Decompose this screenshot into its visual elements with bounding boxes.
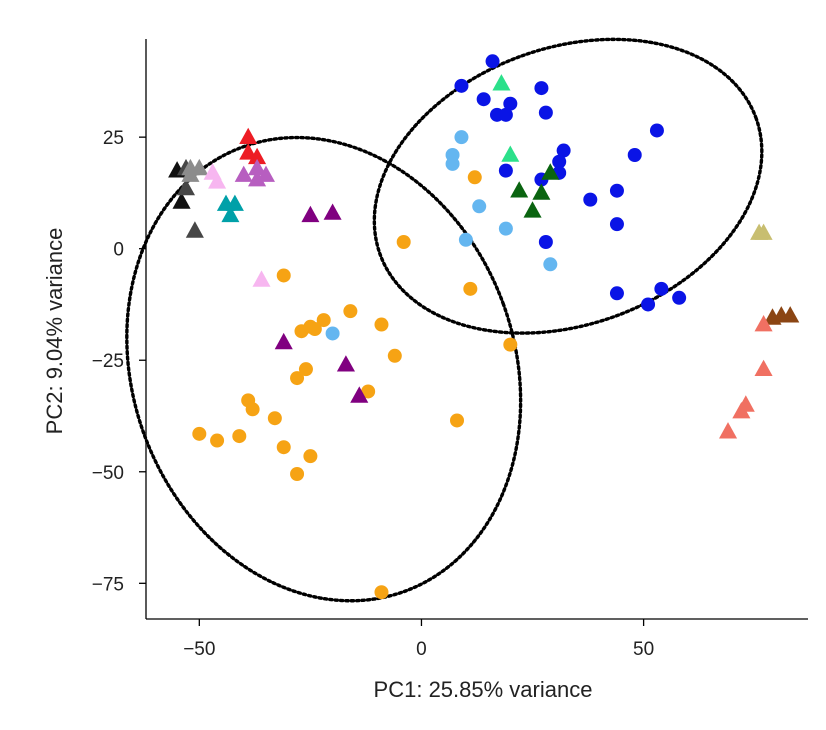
point-orange-circle-1 bbox=[467, 170, 482, 185]
point-green-triangle-1 bbox=[501, 145, 520, 162]
point-blue-circle-8 bbox=[556, 143, 571, 158]
point-blue-circle-1 bbox=[454, 78, 469, 93]
point-blue-circle-6 bbox=[534, 81, 549, 96]
point-orange-circle-18 bbox=[267, 411, 282, 426]
point-blue-circle-17 bbox=[609, 217, 624, 232]
point-orange-circle-22 bbox=[276, 440, 291, 455]
point-dark-gray-triangle-2 bbox=[185, 221, 204, 238]
axes bbox=[145, 39, 808, 620]
point-orange-circle-4 bbox=[450, 413, 465, 428]
point-gray-triangle-1 bbox=[190, 158, 209, 176]
point-khaki-triangle-1 bbox=[754, 223, 773, 240]
point-orange-circle-0 bbox=[396, 235, 411, 249]
point-orange-circle-10 bbox=[343, 304, 358, 319]
point-blue-circle-16 bbox=[609, 183, 624, 198]
point-blue-circle-12 bbox=[498, 163, 513, 178]
point-pink-triangle-2 bbox=[252, 270, 271, 287]
point-dark-green-triangle-1 bbox=[510, 181, 529, 198]
point-dark-green-triangle-0 bbox=[541, 163, 560, 180]
data-points bbox=[168, 54, 800, 600]
point-blue-circle-7 bbox=[538, 105, 553, 120]
point-blue-circle-21 bbox=[654, 281, 669, 296]
point-blue-circle-4 bbox=[498, 107, 513, 122]
point-blue-circle-11 bbox=[649, 123, 664, 138]
x-tick-label: 0 bbox=[416, 639, 427, 660]
point-light-blue-circle-7 bbox=[325, 326, 340, 341]
point-purple-triangle-2 bbox=[274, 332, 293, 350]
point-salmon-triangle-4 bbox=[719, 422, 738, 439]
y-tick-label: 25 bbox=[103, 128, 124, 149]
point-orange-circle-20 bbox=[210, 433, 225, 448]
point-blue-circle-0 bbox=[485, 54, 500, 69]
point-black-triangle-1 bbox=[172, 192, 191, 209]
point-blue-circle-2 bbox=[476, 92, 491, 107]
point-orange-circle-5 bbox=[276, 268, 291, 283]
point-light-blue-circle-5 bbox=[498, 221, 513, 236]
point-purple-triangle-4 bbox=[350, 386, 369, 403]
point-orchid-triangle-2 bbox=[256, 165, 275, 182]
point-orchid-triangle-1 bbox=[248, 158, 267, 176]
point-light-blue-circle-2 bbox=[445, 156, 460, 171]
point-orange-circle-8 bbox=[316, 313, 331, 328]
y-axis-title: PC2: 9.04% variance bbox=[42, 228, 67, 435]
point-purple-triangle-0 bbox=[301, 205, 320, 223]
point-light-blue-circle-4 bbox=[458, 232, 473, 247]
point-orange-circle-9 bbox=[307, 322, 322, 336]
y-tick-label: −75 bbox=[92, 574, 124, 595]
point-blue-circle-5 bbox=[503, 96, 518, 111]
point-red-triangle-0 bbox=[239, 127, 258, 144]
point-orange-circle-3 bbox=[503, 337, 518, 352]
point-orange-circle-12 bbox=[387, 348, 402, 363]
point-dark-gray-triangle-1 bbox=[177, 179, 195, 196]
point-orange-circle-2 bbox=[463, 281, 478, 296]
point-dark-green-triangle-2 bbox=[532, 183, 551, 200]
point-purple-triangle-1 bbox=[323, 203, 342, 220]
point-dark-green-triangle-3 bbox=[523, 201, 542, 218]
point-orchid-triangle-3 bbox=[248, 170, 267, 187]
x-axis-title: PC1: 25.85% variance bbox=[374, 677, 593, 702]
point-teal-triangle-2 bbox=[221, 205, 240, 223]
point-orange-circle-14 bbox=[298, 362, 313, 377]
point-gray-triangle-2 bbox=[181, 165, 200, 182]
point-orange-circle-17 bbox=[245, 402, 260, 417]
ticks: −50 0 50 25 0 −25 −50 −75 bbox=[92, 128, 654, 660]
point-salmon-triangle-0 bbox=[754, 315, 773, 332]
point-pink-triangle-1 bbox=[208, 172, 227, 189]
point-salmon-triangle-3 bbox=[732, 402, 751, 419]
point-orange-circle-21 bbox=[232, 429, 247, 444]
y-tick-label: −25 bbox=[92, 351, 124, 372]
point-orange-circle-23 bbox=[303, 449, 318, 464]
point-blue-circle-22 bbox=[672, 290, 687, 305]
point-blue-circle-15 bbox=[583, 192, 598, 207]
point-brown-triangle-2 bbox=[781, 306, 800, 323]
x-tick-label: 50 bbox=[633, 639, 654, 660]
point-green-triangle-0 bbox=[492, 74, 511, 91]
point-blue-circle-18 bbox=[538, 235, 553, 249]
point-light-blue-circle-0 bbox=[454, 130, 469, 145]
point-blue-circle-20 bbox=[641, 297, 656, 312]
point-light-blue-circle-6 bbox=[543, 257, 558, 272]
point-orange-circle-19 bbox=[192, 426, 207, 441]
point-orange-circle-25 bbox=[374, 585, 389, 600]
ellipse-cluster-left bbox=[125, 135, 523, 603]
point-orange-circle-24 bbox=[290, 467, 305, 481]
point-orchid-triangle-0 bbox=[234, 165, 253, 182]
point-orange-circle-15 bbox=[361, 384, 376, 399]
point-blue-circle-19 bbox=[609, 286, 624, 301]
point-red-triangle-2 bbox=[248, 147, 267, 165]
point-red-triangle-1 bbox=[239, 143, 258, 160]
y-tick-label: 0 bbox=[113, 240, 124, 261]
point-light-blue-circle-3 bbox=[472, 199, 487, 214]
point-salmon-triangle-1 bbox=[754, 359, 773, 376]
point-blue-circle-9 bbox=[552, 154, 567, 169]
point-orange-circle-13 bbox=[290, 371, 305, 386]
ellipse-cluster-upper-right bbox=[372, 37, 764, 335]
point-orange-circle-11 bbox=[374, 317, 389, 332]
cluster-ellipses bbox=[125, 37, 764, 603]
point-purple-triangle-3 bbox=[336, 355, 355, 372]
point-blue-circle-10 bbox=[627, 148, 642, 162]
x-tick-label: −50 bbox=[183, 639, 215, 660]
y-tick-label: −50 bbox=[92, 463, 124, 484]
